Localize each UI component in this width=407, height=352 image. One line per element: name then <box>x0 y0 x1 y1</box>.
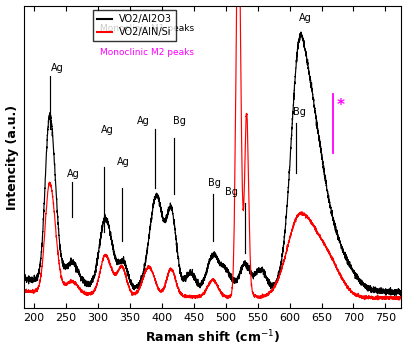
Text: Ag: Ag <box>101 125 114 135</box>
Text: Ag: Ag <box>137 116 150 126</box>
Legend: VO2/Al2O3, VO2/AlN/Si: VO2/Al2O3, VO2/AlN/Si <box>93 11 176 41</box>
Text: Ag: Ag <box>51 63 64 73</box>
Text: Bg: Bg <box>225 187 239 197</box>
Text: Ag: Ag <box>67 169 80 179</box>
Text: *: * <box>337 98 345 113</box>
Text: Bg: Bg <box>293 107 306 117</box>
Text: Ag: Ag <box>117 157 129 167</box>
Text: Ag: Ag <box>299 13 312 23</box>
Text: Monoclinic M2 peaks: Monoclinic M2 peaks <box>100 48 194 57</box>
Text: Bg: Bg <box>208 178 221 188</box>
X-axis label: Raman shift (cm$^{-1}$): Raman shift (cm$^{-1}$) <box>145 329 280 346</box>
Text: Monoclinic M1 peaks: Monoclinic M1 peaks <box>100 24 194 33</box>
Text: Bg: Bg <box>173 116 186 126</box>
Y-axis label: Intencity (a.u.): Intencity (a.u.) <box>6 105 19 209</box>
